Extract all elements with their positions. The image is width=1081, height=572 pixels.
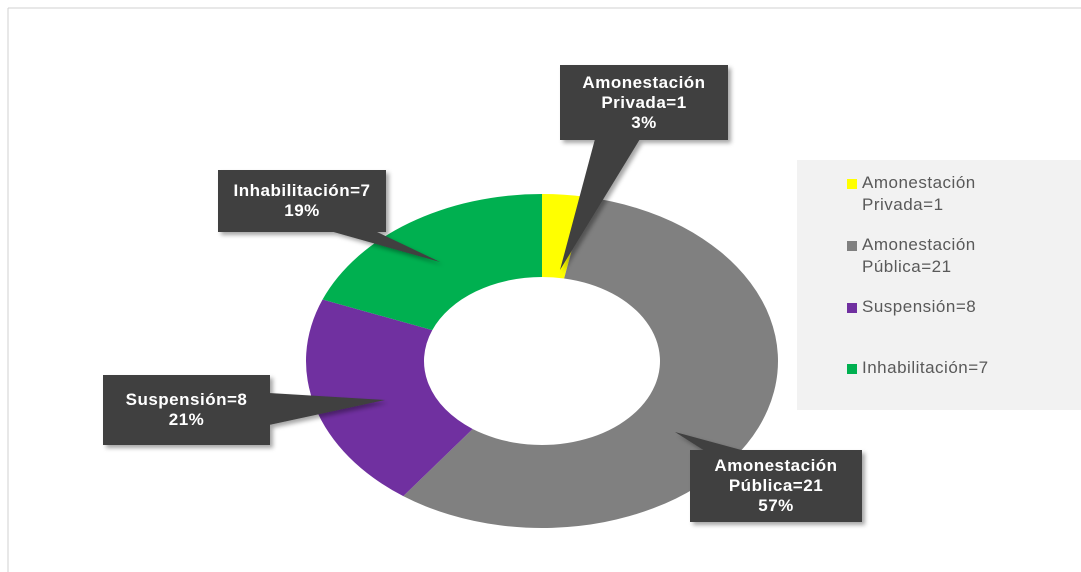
legend-label: Amonestación Pública=21 [862,235,976,276]
legend-label: Suspensión=8 [862,297,977,316]
data-label: Inhabilitación=7 19% [218,170,386,232]
callout-shape [103,375,385,445]
donut-slice [306,299,473,497]
legend-label: Inhabilitación=7 [862,358,989,377]
data-label: Amonestación Privada=1 3% [560,65,728,140]
data-label-value: 57% [758,496,794,515]
data-label-category: Inhabilitación=7 [233,181,371,200]
data-label-category: Amonestación Privada=1 [582,72,706,112]
callout-box [690,450,862,522]
legend-swatch [847,179,857,189]
legend-box [797,160,1081,410]
data-label-category: Suspensión=8 [125,390,248,409]
legend-swatch [847,364,857,374]
legend-swatch [847,241,857,251]
callout-shape [560,65,728,270]
data-label: Suspensión=8 21% [103,375,270,445]
callout-pointer [675,432,745,451]
callout-shape [675,432,862,522]
callout-box [103,375,270,445]
legend-label: Amonestación Privada=1 [862,173,976,214]
callout-box [560,65,728,140]
data-label-category: Amonestación Pública=21 [714,456,838,495]
data-label-value: 3% [631,112,657,132]
data-label-value: 21% [168,410,205,429]
callout-shape [218,170,440,262]
donut-slice [322,194,542,331]
legend-swatch [847,303,857,313]
data-label-value: 19% [284,201,320,220]
data-label: Amonestación Pública=21 57% [690,450,862,522]
callout-box [218,170,386,232]
donut-slice [403,196,778,528]
callout-pointer [330,231,440,262]
callout-pointer [560,139,640,270]
callout-pointer [269,393,385,425]
